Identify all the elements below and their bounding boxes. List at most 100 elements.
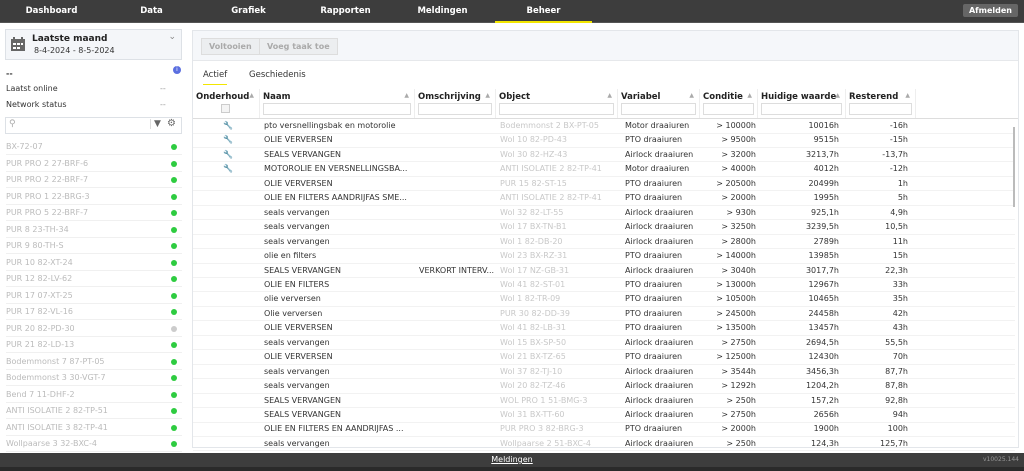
table-row[interactable]: OLIE EN FILTERS Wol 41 82-ST-01 PTO draaiu… xyxy=(193,278,1015,293)
cell-conditie: > 2750h xyxy=(721,337,756,347)
table-row[interactable]: seals vervangen Wollpaarse 2 51-BXC-4 Airl… xyxy=(193,437,1015,452)
table-row[interactable]: Olie verversen PUR 30 82-DD-39 PTO draaiur… xyxy=(193,307,1015,322)
logout-button[interactable]: Afmelden xyxy=(962,4,1018,17)
column-header-variabel[interactable]: Variabel ▲ xyxy=(618,89,700,118)
table-row[interactable]: SEALS VERVANGEN Wol 31 BX-TT-60 Airlock dr… xyxy=(193,408,1015,423)
chevron-down-icon[interactable]: ⌄ xyxy=(168,32,176,42)
cell-huidige-waarde: 1995h xyxy=(813,193,839,203)
object-list-item[interactable]: Bodemmonst 3 30-VGT-7 xyxy=(6,370,182,386)
status-dot xyxy=(171,375,177,381)
table-row[interactable]: 🔧 MOTOROLIE EN VERSNELLINGSBA... ANTI ISOL… xyxy=(193,162,1015,177)
table-row[interactable]: 🔧 SEALS VERVANGEN Wol 30 82-HZ-43 Airlock d… xyxy=(193,148,1015,163)
cell-huidige-waarde: 13457h xyxy=(808,323,839,333)
table-row[interactable]: seals vervangen Wol 20 82-TZ-46 Airlock dr… xyxy=(193,379,1015,394)
object-name: PUR 17 07-XT-25 xyxy=(6,290,73,300)
object-list-item[interactable]: PUR 10 82-XT-24 xyxy=(6,255,182,271)
table-row[interactable]: OLIE VERVERSEN PUR 15 82-ST-15 PTO draaiur… xyxy=(193,177,1015,192)
cell-variabel: PTO draaiuren xyxy=(625,193,683,203)
table-row[interactable]: olie verversen Wol 1 82-TR-09 PTO draaiure… xyxy=(193,292,1015,307)
tab-actief[interactable]: Actief xyxy=(203,70,228,85)
object-list-item[interactable]: PUR 20 82-PD-30 xyxy=(6,321,182,337)
table-row[interactable]: SEALS VERVANGEN VERKORT INTERV... Wol 17 N… xyxy=(193,264,1015,278)
column-header-huidige-waarde[interactable]: Huidige waarde ▲ xyxy=(758,89,846,118)
table-row[interactable]: OLIE EN FILTERS AANDRIJFAS SME... ANTI IS… xyxy=(193,191,1015,206)
column-header-resterend[interactable]: Resterend ▲ xyxy=(846,89,916,118)
object-list-item[interactable]: Bend 7 11-DHF-2 xyxy=(6,387,182,403)
nav-dashboard[interactable]: Dashboard xyxy=(25,6,78,16)
table-row[interactable]: 🔧 OLIE VERVERSEN Wol 10 82-PD-43 PTO draaiu… xyxy=(193,133,1015,148)
object-name: ANTI ISOLATIE 3 82-TP-41 xyxy=(6,422,108,432)
nav-grafiek[interactable]: Grafiek xyxy=(231,6,266,16)
cell-huidige-waarde: 3239,5h xyxy=(805,222,839,232)
table-row[interactable]: OLIE VERVERSEN Wol 21 BX-TZ-65 PTO draaiur… xyxy=(193,350,1015,365)
column-filter-input[interactable] xyxy=(703,103,754,115)
table-row[interactable]: seals vervangen Wol 37 82-TJ-10 Airlock dr… xyxy=(193,365,1015,380)
object-list-item[interactable]: PUR 21 82-LD-13 xyxy=(6,337,182,353)
column-filter-input[interactable] xyxy=(761,103,842,115)
gear-icon[interactable]: ⚙ xyxy=(167,118,176,129)
object-list-item[interactable]: ANTI ISOLATIE 2 82-TP-51 xyxy=(6,403,182,419)
object-list-item[interactable]: PUR PRO 5 22-BRF-7 xyxy=(6,205,182,221)
tab-geschiedenis[interactable]: Geschiedenis xyxy=(249,70,306,80)
object-list-item[interactable]: PUR PRO 1 22-BRG-3 xyxy=(6,189,182,205)
sort-arrow-icon[interactable]: ▲ xyxy=(404,92,409,99)
sort-arrow-icon[interactable]: ▲ xyxy=(485,92,490,99)
table-row[interactable]: seals vervangen Wol 1 82-DB-20 Airlock dra… xyxy=(193,235,1015,250)
cell-huidige-waarde: 2789h xyxy=(813,236,839,246)
table-row[interactable]: SEALS VERVANGEN WOL PRO 1 51-BMG-3 Airlock… xyxy=(193,394,1015,409)
column-header-naam[interactable]: Naam ▲ xyxy=(260,89,415,118)
cell-resterend: 42h xyxy=(892,308,908,318)
object-list-item[interactable]: PUR 8 23-TH-34 xyxy=(6,222,182,238)
column-filter-input[interactable] xyxy=(499,103,614,115)
table-row[interactable]: olie en filters Wol 23 BX-RZ-31 PTO draaiu… xyxy=(193,249,1015,264)
object-list-item[interactable]: ANTI ISOLATIE 3 82-TP-41 xyxy=(6,420,182,436)
column-header-omschrijving[interactable]: Omschrijving ▲ xyxy=(415,89,496,118)
bottom-strip xyxy=(0,467,1024,471)
sort-arrow-icon[interactable]: ▲ xyxy=(689,92,694,99)
table-row[interactable]: seals vervangen Wol 15 BX-SP-50 Airlock dr… xyxy=(193,336,1015,351)
add-task-button[interactable]: Voeg taak toe xyxy=(259,38,338,55)
meldingen-link[interactable]: Meldingen xyxy=(491,455,533,464)
column-header-conditie[interactable]: Conditie ▲ xyxy=(700,89,758,118)
cell-naam: SEALS VERVANGEN xyxy=(264,265,341,275)
calendar-icon xyxy=(11,37,25,51)
info-icon[interactable]: i xyxy=(173,66,181,74)
column-filter-input[interactable] xyxy=(621,103,696,115)
object-list-item[interactable]: PUR 12 82-LV-62 xyxy=(6,271,182,287)
nav-meldingen[interactable]: Meldingen xyxy=(417,6,468,16)
sort-arrow-icon[interactable]: ▲ xyxy=(747,92,752,99)
object-list-item[interactable]: Bodemmonst 7 87-PT-05 xyxy=(6,354,182,370)
table-row[interactable]: OLIE EN FILTERS EN AANDRIJFAS ... PUR PRO… xyxy=(193,422,1015,437)
nav-beheer[interactable]: Beheer xyxy=(495,0,592,23)
column-header-onderhoud[interactable]: Onderhoud ▲ xyxy=(193,89,260,118)
column-filter-input[interactable] xyxy=(849,103,912,115)
column-filter-input[interactable] xyxy=(418,103,492,115)
scrollbar[interactable] xyxy=(1013,127,1015,207)
object-list-item[interactable]: BX-72-07 xyxy=(6,139,182,155)
cell-conditie: > 250h xyxy=(726,395,756,405)
sort-arrow-icon[interactable]: ▲ xyxy=(835,92,840,99)
sort-arrow-icon[interactable]: ▲ xyxy=(249,92,254,99)
object-list-item[interactable]: PUR 9 80-TH-S xyxy=(6,238,182,254)
complete-button[interactable]: Voltooien xyxy=(201,38,260,55)
nav-data[interactable]: Data xyxy=(140,6,163,16)
sort-arrow-icon[interactable]: ▲ xyxy=(905,92,910,99)
select-all-checkbox[interactable] xyxy=(221,104,230,113)
search-input[interactable] xyxy=(22,119,144,132)
filter-icon[interactable]: ▼ xyxy=(150,119,161,129)
table-row[interactable]: seals vervangen Wol 32 82-LT-55 Airlock dr… xyxy=(193,206,1015,221)
period-selector[interactable]: Laatste maand 8-4-2024 - 8-5-2024 ⌄ xyxy=(5,29,182,60)
object-list-item[interactable]: Wollpaarse 3 32-BXC-4 xyxy=(6,436,182,452)
object-list-item[interactable]: PUR PRO 2 27-BRF-6 xyxy=(6,156,182,172)
object-list-item[interactable]: PUR PRO 2 22-BRF-7 xyxy=(6,172,182,188)
nav-rapporten[interactable]: Rapporten xyxy=(320,6,371,16)
sort-arrow-icon[interactable]: ▲ xyxy=(607,92,612,99)
status-dot xyxy=(171,276,177,282)
column-filter-input[interactable] xyxy=(263,103,411,115)
table-row[interactable]: 🔧 pto versnellingsbak en motorolie Bodemmo… xyxy=(193,119,1015,134)
column-header-object[interactable]: Object ▲ xyxy=(496,89,618,118)
table-row[interactable]: OLIE VERVERSEN Wol 41 82-LB-31 PTO draaiur… xyxy=(193,321,1015,336)
object-list-item[interactable]: PUR 17 82-VL-16 xyxy=(6,304,182,320)
table-row[interactable]: seals vervangen Wol 17 BX-TN-B1 Airlock dr… xyxy=(193,220,1015,235)
object-list-item[interactable]: PUR 17 07-XT-25 xyxy=(6,288,182,304)
